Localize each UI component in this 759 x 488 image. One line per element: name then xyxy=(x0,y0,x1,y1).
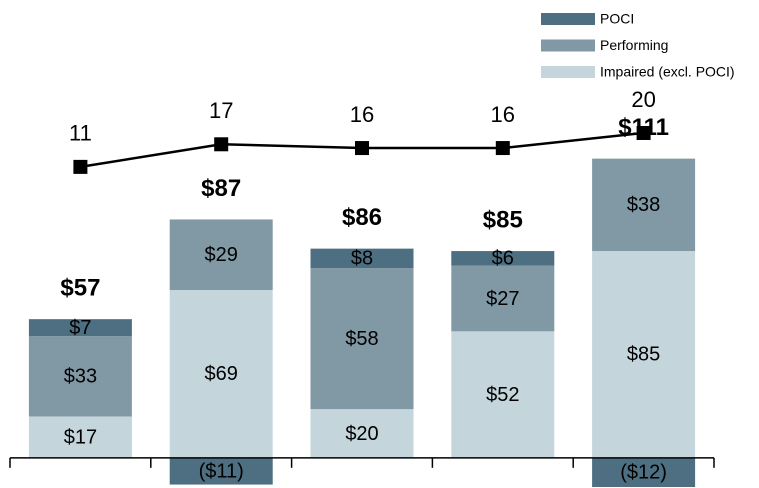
line-marker xyxy=(73,159,88,174)
bar-segment xyxy=(451,331,555,458)
legend-swatch xyxy=(541,39,595,52)
total-label: $57 xyxy=(60,275,100,302)
line-label: 16 xyxy=(350,102,374,127)
bar-segment xyxy=(169,289,273,458)
bar-segment xyxy=(451,265,555,332)
line-marker xyxy=(214,137,229,152)
legend-label: Performing xyxy=(600,37,668,53)
value-label: $8 xyxy=(351,248,373,270)
value-label: $69 xyxy=(205,363,238,385)
value-label: $27 xyxy=(486,288,519,310)
value-label: ($11) xyxy=(199,460,244,482)
value-label: $85 xyxy=(627,344,660,366)
line-marker xyxy=(636,125,651,140)
legend-label: POCI xyxy=(600,11,634,27)
value-label: $6 xyxy=(492,248,514,270)
total-label: $87 xyxy=(201,175,241,202)
legend-swatch xyxy=(541,66,595,78)
line-marker xyxy=(355,141,369,156)
line-label: 11 xyxy=(69,121,92,146)
total-label: $86 xyxy=(342,204,382,231)
value-label: $38 xyxy=(627,194,660,216)
bar-segment xyxy=(592,158,696,252)
bar-segment xyxy=(169,219,273,290)
line-marker xyxy=(495,141,510,156)
value-label: $7 xyxy=(69,317,91,339)
value-label: $33 xyxy=(64,366,97,388)
bar-segment xyxy=(28,416,132,458)
bar-segment xyxy=(28,319,132,337)
bar-segment xyxy=(451,251,555,266)
total-label: $85 xyxy=(483,206,523,233)
line-label: 20 xyxy=(631,87,655,112)
value-label: $20 xyxy=(345,423,378,445)
bar-segment xyxy=(592,457,696,487)
bar-segment xyxy=(28,336,132,417)
value-label: $29 xyxy=(205,244,238,266)
bar-segment xyxy=(310,268,414,410)
value-label: ($12) xyxy=(620,462,667,484)
value-label: $17 xyxy=(64,426,97,448)
legend-label: Impaired (excl. POCI) xyxy=(600,64,735,80)
bar-segment xyxy=(169,457,273,485)
bar-segment xyxy=(592,251,696,458)
line-label: 16 xyxy=(491,102,515,127)
line-label: 17 xyxy=(209,98,233,123)
legend-swatch xyxy=(541,13,595,25)
value-label: $58 xyxy=(345,328,378,350)
value-label: $52 xyxy=(486,384,519,406)
bar-segment xyxy=(310,409,414,458)
bar-segment xyxy=(310,248,414,269)
